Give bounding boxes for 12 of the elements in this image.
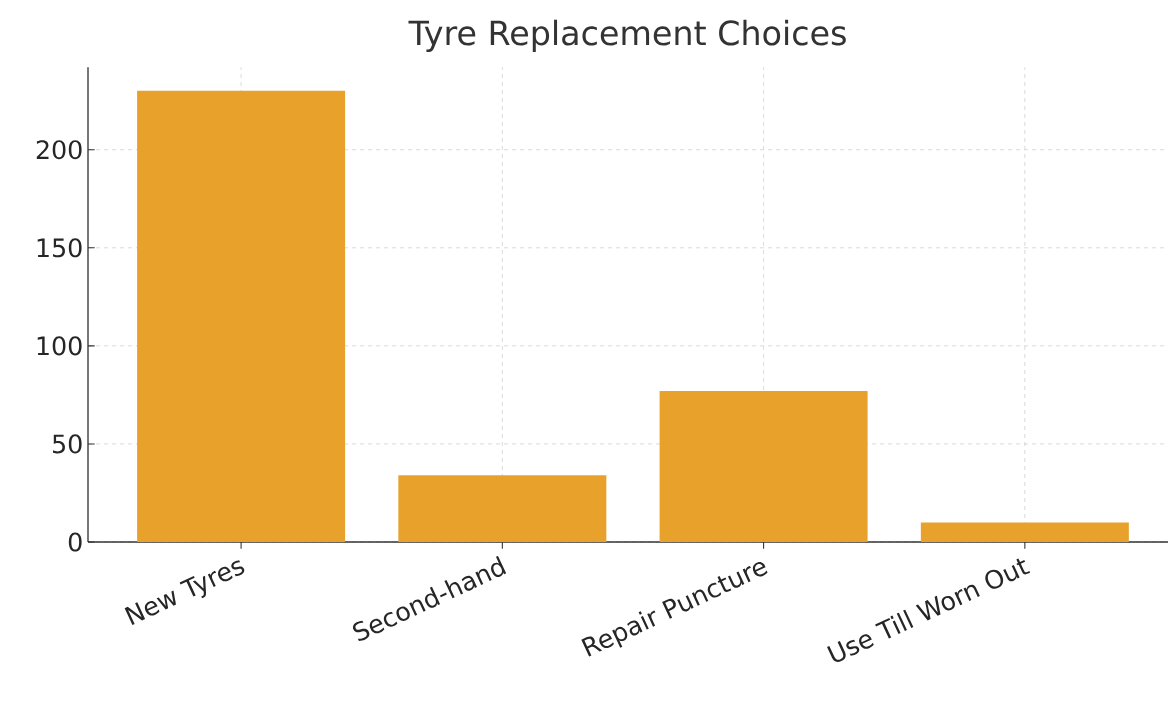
y-tick-label: 200 (36, 140, 82, 160)
chart-title: Tyre Replacement Choices (408, 19, 846, 52)
bar (920, 522, 1129, 542)
y-tick-label: 0 (68, 532, 82, 552)
bar (137, 90, 346, 542)
x-tick-label: Use Till Worn Out (827, 558, 1031, 662)
bar (398, 475, 607, 542)
bar (659, 390, 868, 542)
y-tick-label: 50 (53, 434, 82, 454)
y-tick-label: 100 (37, 336, 82, 356)
x-tick-label: New Tyres (124, 560, 245, 625)
y-tick-label: 150 (37, 238, 82, 258)
